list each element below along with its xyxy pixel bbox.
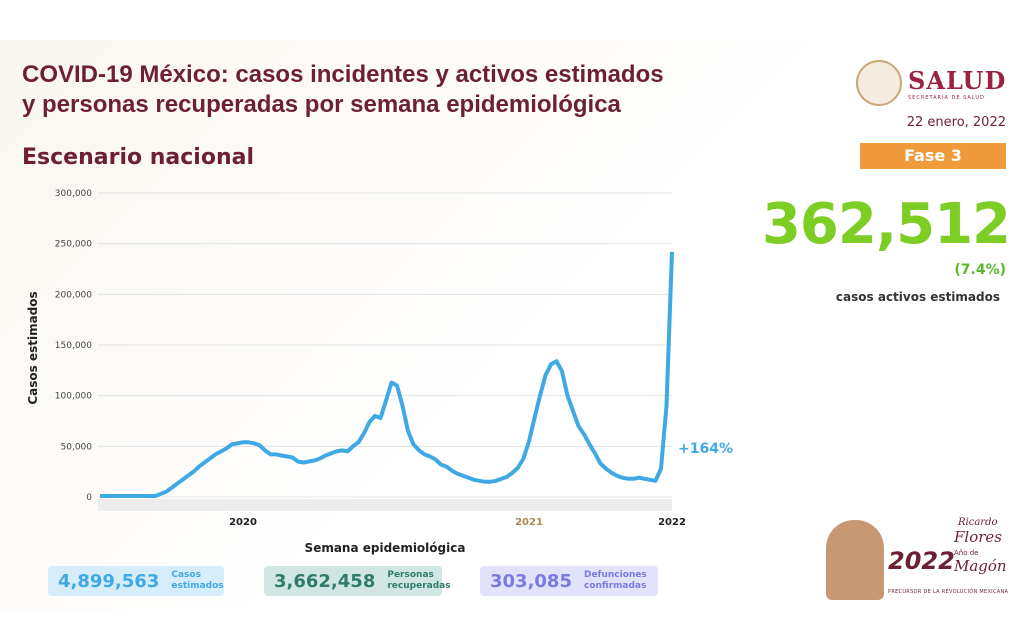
y-tick-label: 200,000 xyxy=(55,290,92,300)
summary-deaths: 303,085 Defunciones confirmadas xyxy=(480,566,658,596)
title-line-1: COVID-19 México: casos incidentes y acti… xyxy=(22,61,664,88)
summary-label: Personas recuperadas xyxy=(387,570,451,591)
y-tick-label: 300,000 xyxy=(55,189,92,199)
logo-text: SALUD xyxy=(908,65,1007,95)
year-label: 2021 xyxy=(515,517,543,528)
badge-name-third: Magón xyxy=(954,557,1007,575)
page-title: COVID-19 México: casos incidentes y acti… xyxy=(22,60,842,120)
page-subtitle: Escenario nacional xyxy=(22,145,255,170)
summary-value: 3,662,458 xyxy=(274,570,376,592)
grid xyxy=(98,192,672,498)
active-cases-label: casos activos estimados xyxy=(835,290,1000,304)
active-cases-value: 362,512 xyxy=(761,192,1011,257)
summary-label: Defunciones confirmadas xyxy=(583,570,647,591)
x-axis-label: Semana epidemiológica xyxy=(305,541,466,555)
salud-logo: SALUD SECRETARÍA DE SALUD xyxy=(856,60,1006,106)
badge-year: 2022 xyxy=(888,547,955,575)
summary-value: 303,085 xyxy=(490,570,572,592)
title-line-2: y personas recuperadas por semana epidem… xyxy=(22,91,621,118)
year-labels: 2020 2021 2022 xyxy=(229,517,686,528)
series-points xyxy=(99,251,673,497)
y-tick-labels: 0 50,000 100,000 150,000 200,000 250,000 300,0… xyxy=(55,189,92,503)
y-tick-label: 0 xyxy=(86,493,92,503)
y-tick-label: 150,000 xyxy=(55,341,92,351)
summary-value: 4,899,563 xyxy=(58,570,160,592)
year-label: 2020 xyxy=(229,517,257,528)
badge-name-first: Ricardo xyxy=(958,517,998,528)
active-cases-percent: (7.4%) xyxy=(954,262,1006,278)
badge-tag: Año de xyxy=(954,549,979,557)
cases-chart: 0 50,000 100,000 150,000 200,000 250,000 300,0… xyxy=(26,189,733,555)
summary-label: Casos estimados xyxy=(171,570,224,591)
y-axis-label: Casos estimados xyxy=(26,291,40,404)
logo-subtext: SECRETARÍA DE SALUD xyxy=(908,94,985,101)
background-texture xyxy=(0,40,830,610)
year-label: 2022 xyxy=(658,517,686,528)
y-tick-label: 250,000 xyxy=(55,240,92,250)
portrait-image xyxy=(826,520,884,600)
badge-name-second: Flores xyxy=(954,528,1002,546)
change-annotation: +164% xyxy=(678,441,733,457)
badge-footer: PRECURSOR DE LA REVOLUCIÓN MEXICANA xyxy=(888,589,1009,595)
seal-icon xyxy=(856,60,902,106)
week-axis-band xyxy=(98,499,672,511)
y-tick-label: 100,000 xyxy=(55,392,92,402)
summary-recovered: 3,662,458 Personas recuperadas xyxy=(264,566,451,596)
report-date: 22 enero, 2022 xyxy=(906,115,1006,130)
year-badge-2022: Ricardo Flores 2022 Año de Magón PRECURS… xyxy=(826,515,1018,607)
series-line xyxy=(100,251,674,498)
y-tick-label: 50,000 xyxy=(61,442,93,452)
phase-badge: Fase 3 xyxy=(860,143,1006,169)
summary-cases: 4,899,563 Casos estimados xyxy=(48,566,224,596)
